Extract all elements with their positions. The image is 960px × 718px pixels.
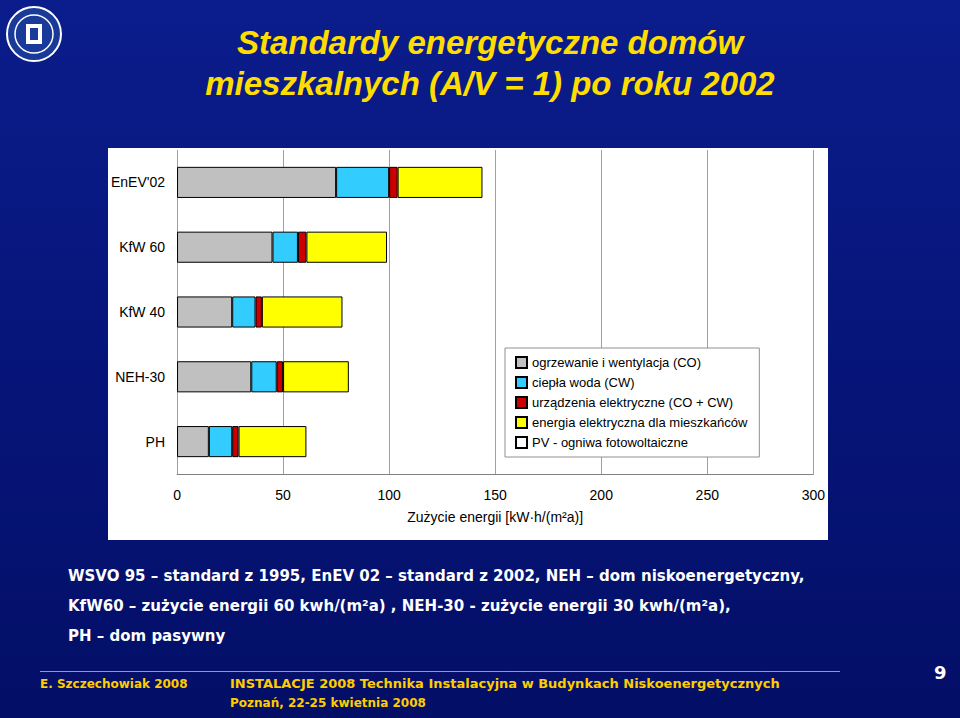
svg-text:0: 0	[173, 487, 181, 503]
svg-text:PV - ogniwa fotowoltaiczne: PV - ogniwa fotowoltaiczne	[532, 435, 688, 450]
html-text:Poznań, 22-25 kwietnia 2008: Poznań, 22-25 kwietnia 2008	[230, 696, 426, 710]
html-text:E. Szczechowiak 2008: E. Szczechowiak 2008	[40, 677, 188, 691]
svg-text:Zużycie energii [kW·h/(m²a)]: Zużycie energii [kW·h/(m²a)]	[407, 509, 583, 525]
svg-text:KfW 40: KfW 40	[119, 304, 165, 320]
svg-text:urządzenia elektryczne (CO + C: urządzenia elektryczne (CO + CW)	[532, 395, 733, 410]
html-text:PH – dom pasywny: PH – dom pasywny	[68, 627, 226, 645]
svg-text:100: 100	[377, 487, 401, 503]
svg-text:ciepła woda (CW): ciepła woda (CW)	[532, 375, 635, 390]
svg-text:150: 150	[484, 487, 508, 503]
html-text:KfW60 – zużycie energii 60 kwh: KfW60 – zużycie energii 60 kwh/(m²a) , N…	[68, 597, 731, 615]
svg-text:300: 300	[802, 487, 826, 503]
html-text:INSTALACJE 2008 Technika Insta: INSTALACJE 2008 Technika Instalacyjna w …	[230, 676, 780, 691]
svg-text:200: 200	[590, 487, 614, 503]
svg-text:PH: PH	[146, 434, 165, 450]
html-text:9: 9	[934, 662, 947, 683]
html-text:WSVO 95 – standard z 1995, EnE: WSVO 95 – standard z 1995, EnEV 02 – sta…	[68, 567, 805, 585]
svg-text:EnEV'02: EnEV'02	[111, 174, 165, 190]
svg-text:250: 250	[696, 487, 720, 503]
svg-text:energia elektryczna dla mieszk: energia elektryczna dla mieszkańców	[532, 415, 748, 430]
html-text:Standardy energetyczne domów m: Standardy energetyczne domów mieszkalnyc…	[205, 24, 775, 102]
svg-text:ogrzewanie i wentylacja (CO): ogrzewanie i wentylacja (CO)	[532, 355, 701, 370]
svg-text:50: 50	[275, 487, 291, 503]
svg-text:KfW 60: KfW 60	[119, 239, 165, 255]
svg-text:NEH-30: NEH-30	[115, 369, 165, 385]
